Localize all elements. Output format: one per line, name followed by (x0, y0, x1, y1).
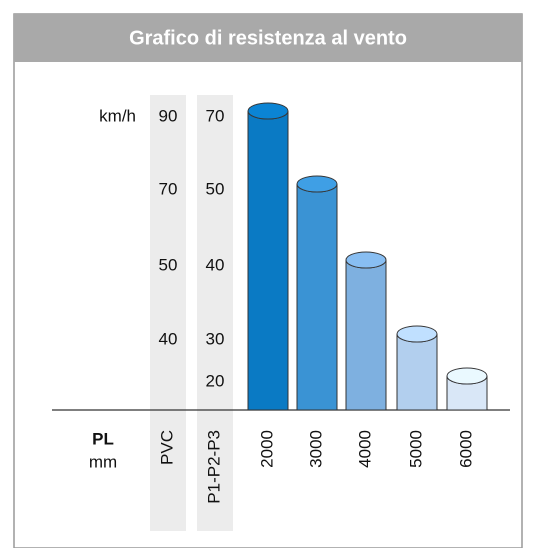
bar-top (396, 325, 438, 343)
scale-value: 40 (206, 255, 225, 274)
x-label: PL (92, 429, 114, 448)
unit-label: km/h (99, 106, 136, 125)
scale-value: 50 (159, 255, 178, 274)
scale-value: 70 (206, 106, 225, 125)
bar-top (247, 102, 289, 120)
x-tick-label: 4000 (355, 430, 374, 468)
bar-top (345, 251, 387, 269)
scale-name: PVC (157, 430, 176, 465)
bar (396, 333, 438, 411)
scale-value: 90 (159, 106, 178, 125)
scale-value: 30 (206, 329, 225, 348)
x-tick-label: 6000 (456, 430, 475, 468)
scale-value: 20 (206, 371, 225, 390)
scale-column (197, 95, 233, 531)
scale-value: 40 (159, 329, 178, 348)
bar (247, 110, 289, 411)
chart-title: Grafico di resistenza al vento (129, 27, 407, 49)
scale-value: 50 (206, 179, 225, 198)
scale-column (150, 95, 186, 531)
x-unit: mm (89, 452, 117, 471)
bar (345, 259, 387, 411)
scale-value: 70 (159, 179, 178, 198)
x-tick-label: 2000 (257, 430, 276, 468)
x-tick-label: 3000 (306, 430, 325, 468)
bar-top (296, 175, 338, 193)
bar (296, 183, 338, 411)
scale-name: P1-P2-P3 (204, 430, 223, 504)
title-bar (14, 14, 522, 62)
bar-top (446, 367, 488, 385)
x-tick-label: 5000 (406, 430, 425, 468)
